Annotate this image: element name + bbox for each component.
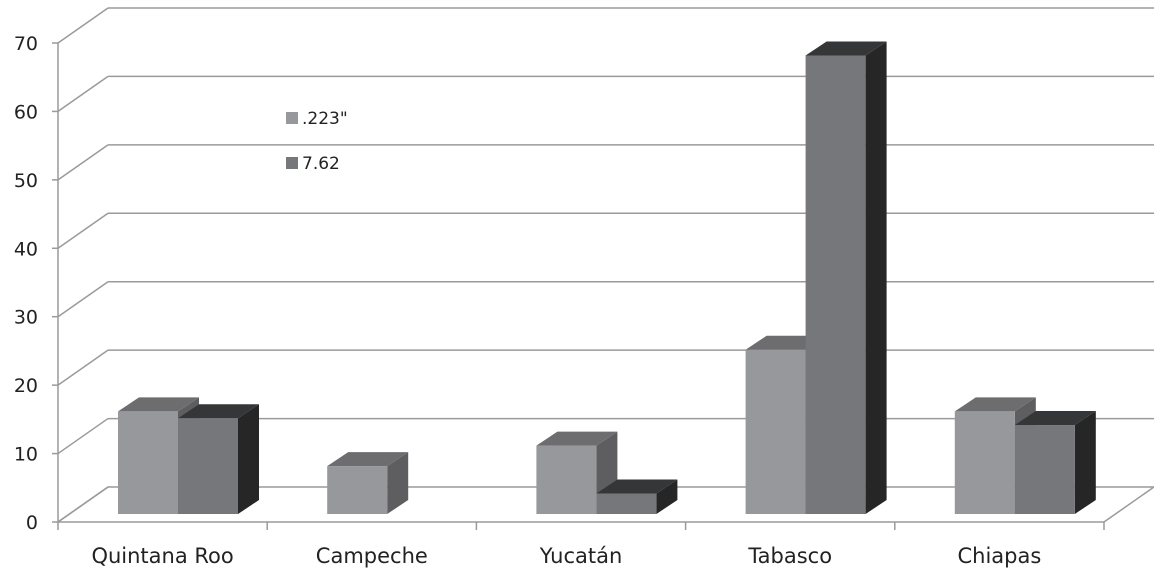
y-tick-label-0: 0 xyxy=(26,512,38,534)
gridline-side-3 xyxy=(57,281,109,318)
legend-swatch-0 xyxy=(286,112,298,124)
x-tick-label-1: Campeche xyxy=(316,544,428,568)
gridline-side-7 xyxy=(57,7,109,44)
y-tick-label-5: 50 xyxy=(14,170,38,192)
bar-1-2 xyxy=(596,479,678,514)
bar-1-3 xyxy=(805,41,887,514)
y-tick-label-2: 20 xyxy=(14,375,38,397)
x-tick-label-4: Chiapas xyxy=(957,544,1041,568)
y-tick-label-1: 10 xyxy=(14,444,38,466)
gridline-side-1 xyxy=(57,417,109,455)
y-tick-label-7: 70 xyxy=(14,33,38,55)
x-tick-label-3: Tabasco xyxy=(747,544,832,568)
gridline-side-0 xyxy=(57,486,109,523)
x-tick-label-0: Quintana Roo xyxy=(91,544,233,568)
bars xyxy=(118,41,1096,514)
bar-1-4 xyxy=(1014,411,1096,514)
gridline-side-4 xyxy=(57,212,109,249)
y-axis: 0 10 20 30 40 50 60 70 xyxy=(14,33,58,534)
bar-0-1 xyxy=(327,452,409,514)
gridline-side-6 xyxy=(57,75,109,113)
bar-0-2 xyxy=(536,431,618,514)
legend-label-1: 7.62 xyxy=(302,154,340,174)
legend: .223" 7.62 xyxy=(286,109,348,174)
y-tick-label-6: 60 xyxy=(14,101,38,123)
legend-label-0: .223" xyxy=(302,109,348,129)
y-tick-label-4: 40 xyxy=(14,238,38,260)
y-tick-label-3: 30 xyxy=(14,307,38,329)
x-tick-label-2: Yucatán xyxy=(539,544,623,568)
legend-swatch-1 xyxy=(286,157,298,169)
gridline-side-2 xyxy=(57,349,109,386)
x-axis: Quintana Roo Campeche Yucatán Tabasco Chiapa… xyxy=(57,522,1105,568)
gridline-side-5 xyxy=(57,144,109,181)
bar-1-0 xyxy=(178,404,259,514)
